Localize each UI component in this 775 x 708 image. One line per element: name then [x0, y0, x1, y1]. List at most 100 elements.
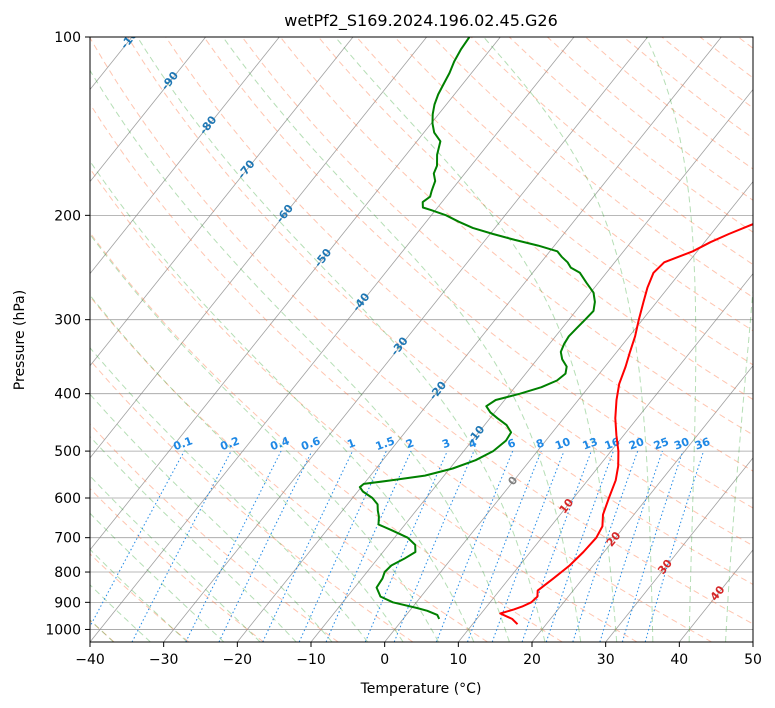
- isotherm-line: [0, 37, 58, 642]
- isotherm-label: -50: [312, 246, 335, 270]
- dry-adiabat-line: [394, 37, 753, 332]
- x-tick-label: −30: [149, 652, 179, 668]
- background-lines: [0, 37, 775, 642]
- moist-adiabat-line: [90, 435, 297, 642]
- mixing-ratio-label: 10: [553, 435, 572, 453]
- mixing-ratio-label: 0.4: [269, 434, 292, 453]
- x-tick-label: −20: [223, 652, 253, 668]
- mixing-ratio-line: [364, 450, 448, 642]
- dry-adiabat-line: [165, 37, 753, 547]
- mixing-ratio-label: 0.2: [219, 434, 242, 453]
- moist-adiabat-line: [645, 37, 697, 642]
- moist-adiabat-line: [90, 294, 404, 642]
- moist-adiabat-line: [762, 37, 775, 642]
- isotherm-label: 40: [708, 583, 728, 603]
- y-tick-label: 100: [54, 30, 81, 46]
- temperature-profile-line: [499, 223, 753, 625]
- isotherm-line: [679, 549, 753, 642]
- x-tick-label: 30: [597, 652, 615, 668]
- isotherm-line: [237, 37, 722, 642]
- dry-adiabat-line: [699, 37, 753, 79]
- mixing-ratio-line: [262, 450, 353, 642]
- mixing-ratio-line: [467, 450, 542, 642]
- mixing-ratio-line: [621, 450, 684, 642]
- moist-adiabat-line: [90, 475, 261, 642]
- isotherm-label: -40: [350, 290, 373, 314]
- dry-adiabat-line: [241, 37, 753, 472]
- mixing-ratio-line: [90, 450, 185, 628]
- x-tick-label: −40: [75, 652, 105, 668]
- moist-adiabat-line: [222, 37, 582, 642]
- dry-adiabat-line: [90, 37, 753, 625]
- moist-adiabat-line: [90, 347, 369, 642]
- dry-adiabat-line: [737, 37, 753, 49]
- x-axis-label: Temperature (°C): [360, 681, 482, 697]
- moist-adiabat-line: [334, 37, 618, 642]
- moist-adiabat-line: [90, 584, 151, 642]
- isotherm-label: 30: [655, 557, 675, 577]
- y-tick-label: 600: [54, 491, 81, 507]
- chart-title: wetPf2_S169.2024.196.02.45.G26: [284, 11, 558, 31]
- isotherm-line: [163, 37, 648, 642]
- mixing-ratio-line: [218, 450, 313, 642]
- y-tick-label: 700: [54, 531, 81, 547]
- isotherm-line: [310, 88, 753, 642]
- isotherm-line: [90, 37, 280, 275]
- profile-series: [358, 37, 753, 625]
- x-tick-label: 10: [449, 652, 467, 668]
- mixing-ratio-line: [435, 450, 514, 642]
- isotherm-line: [90, 37, 206, 183]
- dry-adiabat-line: [318, 37, 753, 401]
- mixing-ratio-label: 8: [534, 436, 546, 451]
- y-tick-label: 1000: [45, 622, 81, 638]
- isotherm-line: [605, 457, 753, 642]
- mixing-ratio-label: 6: [506, 436, 518, 451]
- x-tick-label: −10: [296, 652, 326, 668]
- y-tick-label: 900: [54, 595, 81, 611]
- dry-adiabat-line: [432, 37, 753, 298]
- moist-adiabat-line: [90, 233, 439, 642]
- y-axis-label: Pressure (hPa): [12, 290, 28, 390]
- isotherm-label: -70: [235, 157, 258, 181]
- mixing-ratio-label: 13: [581, 435, 600, 452]
- mixing-ratio-line: [491, 450, 565, 642]
- y-tick-label: 200: [54, 208, 81, 224]
- mixing-ratio-line: [393, 450, 475, 642]
- moist-adiabat-line: [483, 37, 654, 642]
- x-tick-label: 0: [380, 652, 389, 668]
- mixing-ratio-label: 20: [627, 435, 646, 453]
- dry-adiabat-line: [508, 37, 753, 233]
- dewpoint-profile-line: [358, 37, 596, 620]
- mixing-ratio-label: 0.6: [299, 434, 322, 453]
- dry-adiabat-line: [90, 295, 488, 642]
- line-labels: 0.1 0.2 0.4 0.6 1 1.5 2 3 4 6 8 10 13 16 20 25 30 36-100-…: [118, 37, 728, 603]
- moist-adiabat-line: [90, 548, 188, 642]
- x-tick-label: 50: [744, 652, 762, 668]
- mixing-ratio-line: [545, 450, 614, 642]
- dry-adiabat-line: [90, 423, 339, 642]
- moist-adiabat-line: [90, 160, 475, 642]
- isotherm-label: -80: [197, 113, 220, 137]
- plot-frame: [89, 36, 754, 643]
- moist-adiabat-line: [90, 69, 510, 642]
- dry-adiabat-line: [90, 103, 712, 642]
- mixing-ratio-line: [325, 450, 412, 642]
- isotherm-line: [90, 37, 575, 642]
- isotherm-line: [458, 273, 753, 642]
- mixing-ratio-label: 30: [672, 435, 691, 453]
- y-axis: 100 200 300 400 500 600 700 800 900 1000: [45, 30, 90, 638]
- dry-adiabat-line: [90, 487, 264, 642]
- dry-adiabat-line: [127, 37, 753, 586]
- mixing-ratio-line: [644, 450, 705, 642]
- isotherm-line: [90, 37, 427, 459]
- dry-adiabat-line: [661, 37, 753, 109]
- mixing-ratio-line: [521, 450, 592, 642]
- isotherm-line: [384, 180, 753, 642]
- moist-adiabat-line: [90, 512, 225, 642]
- mixing-ratio-label: 36: [693, 435, 712, 453]
- mixing-ratio-label: 25: [652, 435, 671, 452]
- mixing-ratio-line: [599, 450, 663, 642]
- dry-adiabat-line: [90, 231, 563, 642]
- moist-adiabat-line: [725, 284, 753, 642]
